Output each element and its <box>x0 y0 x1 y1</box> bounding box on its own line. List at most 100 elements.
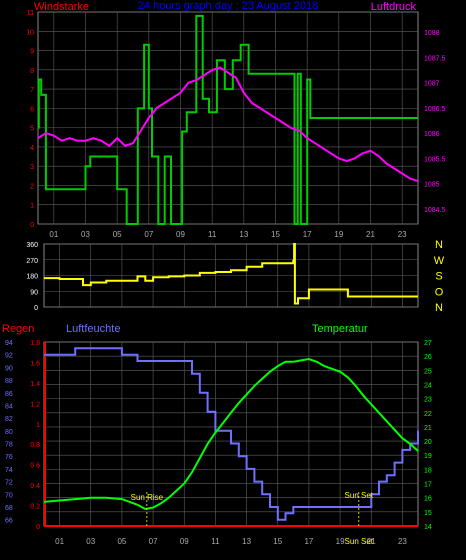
climate-time-tick-label: 23 <box>398 537 407 546</box>
wind-pressure-grid: 012345678910111084.510851085.510861086.5… <box>26 10 445 239</box>
compass-label-n-bottom: N <box>435 302 443 314</box>
wind-tick-label: 2 <box>30 183 34 190</box>
sunset-label: Sun Set <box>345 491 374 500</box>
time-tick-label: 17 <box>303 230 312 239</box>
climate-grid: 1415161718192021222324252627666870727476… <box>5 340 432 546</box>
humidity-tick-label: 80 <box>5 429 13 436</box>
temperature-tick-label: 27 <box>424 340 432 347</box>
wind-direction-grid: 0 90 180 270 360 <box>26 242 418 312</box>
time-tick-label: 13 <box>239 230 248 239</box>
wind-tick-label: 11 <box>27 10 34 17</box>
direction-tick-label: 90 <box>30 289 38 296</box>
pressure-tick-label: 1086 <box>424 131 440 138</box>
compass-label-w: W <box>434 255 445 267</box>
climate-time-tick-label: 17 <box>304 537 313 546</box>
temperature-tick-label: 22 <box>424 411 432 418</box>
temperature-tick-label: 25 <box>424 368 432 375</box>
wind-tick-label: 0 <box>30 222 34 229</box>
compass-label-s: S <box>435 271 442 283</box>
humidity-tick-label: 68 <box>5 505 13 512</box>
time-tick-label: 07 <box>144 230 153 239</box>
direction-tick-label: 0 <box>34 305 38 312</box>
pressure-series <box>37 66 419 183</box>
humidity-tick-label: 88 <box>5 378 13 385</box>
pressure-tick-label: 1087 <box>424 81 440 88</box>
humidity-tick-label: 72 <box>5 480 13 487</box>
compass-label-o: O <box>435 286 444 298</box>
rain-tick-label: 0.6 <box>30 463 40 470</box>
wind-direction-marks <box>44 243 418 305</box>
humidity-tick-label: 84 <box>5 403 13 410</box>
climate-time-tick-label: 09 <box>180 537 189 546</box>
rain-axis-label: Regen <box>2 323 34 335</box>
time-tick-label: 21 <box>366 230 375 239</box>
climate-time-tick-label: 11 <box>211 537 220 546</box>
pressure-axis-label: Luftdruck <box>371 1 417 13</box>
climate-time-tick-label: 03 <box>86 537 95 546</box>
pressure-tick-label: 1088 <box>424 30 440 37</box>
direction-tick-label: 180 <box>26 274 38 281</box>
humidity-tick-label: 86 <box>5 391 13 398</box>
direction-tick-label: 360 <box>26 242 38 249</box>
wind-tick-label: 8 <box>30 68 34 75</box>
pressure-tick-label: 1085 <box>424 182 440 189</box>
climate-time-tick-label: 13 <box>242 537 251 546</box>
climate-time-tick-label: 07 <box>149 537 158 546</box>
humidity-tick-label: 82 <box>5 416 13 423</box>
humidity-tick-label: 76 <box>5 454 13 461</box>
wind-tick-label: 9 <box>30 49 34 56</box>
humidity-tick-label: 90 <box>5 365 13 372</box>
temperature-tick-label: 21 <box>424 425 432 432</box>
rain-tick-label: 1.4 <box>30 381 40 388</box>
rain-tick-label: 0.4 <box>30 483 40 490</box>
temperature-tick-label: 20 <box>424 439 432 446</box>
wind-tick-label: 5 <box>30 126 34 133</box>
humidity-tick-label: 92 <box>5 353 13 360</box>
temperature-tick-label: 17 <box>424 482 432 489</box>
pressure-tick-label: 1084.5 <box>424 207 446 214</box>
wind-direction-series <box>44 243 418 305</box>
wind-speed-series <box>37 14 418 225</box>
rain-tick-label: 1.8 <box>30 340 40 347</box>
climate-panel: 1415161718192021222324252627666870727476… <box>2 323 432 546</box>
humidity-axis-label: Luftfeuchte <box>66 323 120 335</box>
time-tick-label: 23 <box>398 230 407 239</box>
temperature-tick-label: 24 <box>424 382 432 389</box>
rain-tick-label: 0.2 <box>30 504 40 511</box>
climate-time-tick-label: 21 <box>367 537 376 546</box>
humidity-tick-label: 94 <box>5 340 13 347</box>
climate-time-tick-label: 15 <box>273 537 282 546</box>
rain-tick-label: 0 <box>36 524 40 531</box>
wind-axis-label: Windstarke <box>34 1 89 13</box>
humidity-tick-label: 78 <box>5 442 13 449</box>
time-tick-label: 03 <box>81 230 90 239</box>
rain-tick-label: 1 <box>36 422 40 429</box>
wind-tick-label: 7 <box>30 87 34 94</box>
time-tick-label: 15 <box>271 230 280 239</box>
humidity-tick-label: 74 <box>5 467 13 474</box>
time-tick-label: 09 <box>176 230 185 239</box>
humidity-tick-label: 70 <box>5 492 13 499</box>
wind-tick-label: 4 <box>30 145 34 152</box>
humidity-tick-label: 66 <box>5 518 13 525</box>
temperature-tick-label: 18 <box>424 467 432 474</box>
compass-label-n-top: N <box>435 239 443 251</box>
rain-tick-label: 1.2 <box>30 401 40 408</box>
rain-tick-label: 1.6 <box>30 360 40 367</box>
temperature-tick-label: 26 <box>424 354 432 361</box>
temperature-axis-label: Temperatur <box>312 323 368 335</box>
pressure-tick-label: 1087.5 <box>424 55 446 62</box>
pressure-tick-label: 1086.5 <box>424 106 446 113</box>
pressure-tick-label: 1085.5 <box>424 156 446 163</box>
temperature-tick-label: 15 <box>424 510 432 517</box>
temperature-tick-label: 16 <box>424 496 432 503</box>
direction-tick-label: 270 <box>26 258 38 265</box>
temperature-tick-label: 23 <box>424 397 432 404</box>
rain-tick-label: 0.8 <box>30 442 40 449</box>
temperature-tick-label: 19 <box>424 453 432 460</box>
wind-tick-label: 3 <box>30 164 34 171</box>
temperature-series <box>43 357 419 511</box>
chart-title: 24 hours graph day : 23 August 2018 <box>138 0 318 12</box>
